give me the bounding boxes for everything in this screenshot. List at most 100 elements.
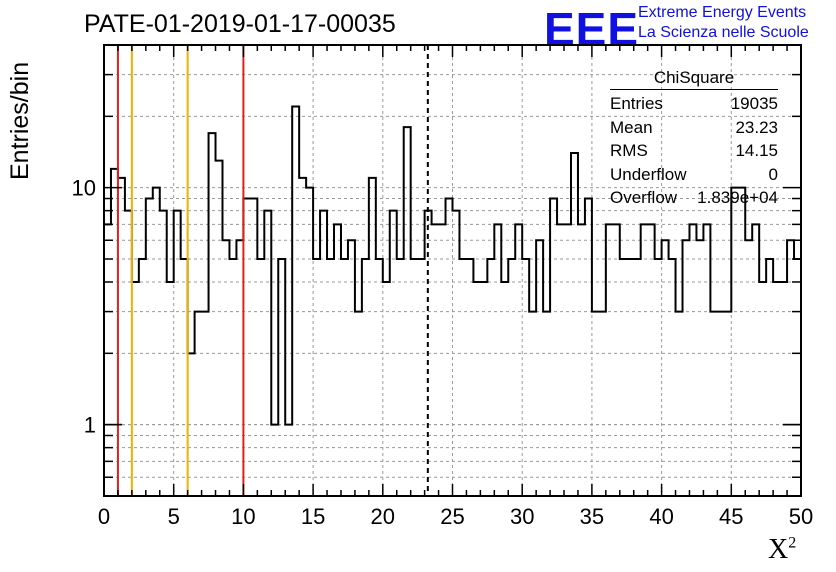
logo-line-1: Extreme Energy Events [638,4,807,21]
stats-value: 0 [768,164,778,184]
stats-row-overflow: Overflow 1.839e+04 [610,186,778,210]
histogram-bin [515,224,522,496]
histogram-bin [731,188,738,496]
histogram-bin [383,282,390,496]
histogram-bin [418,259,425,496]
histogram-bin [125,211,132,496]
stats-value: 14.15 [735,141,778,160]
stats-value: 23.23 [735,117,778,137]
histogram-bin [355,312,362,496]
histogram-bin [745,240,752,496]
histogram-bin [543,312,550,496]
histogram-bin [494,224,501,496]
histogram-bin [327,259,334,496]
histogram-bin [473,282,480,496]
histogram-bin [341,259,348,496]
x-tick-label: 0 [98,504,110,529]
histogram-bin [453,211,460,496]
histogram-bin [243,199,250,496]
histogram-bin [696,240,703,496]
histogram-bin [390,211,397,496]
histogram-bin [522,259,529,496]
histogram-bin [404,127,411,496]
x-tick-label: 10 [231,504,255,529]
histogram-bin [794,259,801,496]
histogram-bin [216,161,223,496]
y-tick-label: 10 [72,176,96,201]
histogram-bin [676,312,683,496]
histogram-bin [348,240,355,496]
histogram-bin [620,259,627,496]
stats-row-rms: RMS 14.15 [610,139,778,163]
x-axis-label-symbol: X [768,534,789,565]
histogram-bin [167,282,174,496]
histogram-bin [188,353,195,496]
histogram-bin [209,133,216,496]
histogram-bin [710,312,717,496]
histogram-bin [738,188,745,496]
histogram-bin [299,178,306,496]
histogram-bin [613,224,620,496]
histogram-bin [174,211,181,496]
stats-label: Overflow [610,188,678,207]
histogram-bin [683,240,690,496]
histogram-bin [376,259,383,496]
stats-label: Mean [610,117,653,137]
histogram-bin [146,199,153,496]
stats-label: Underflow [610,164,687,184]
histogram-bin [641,224,648,496]
histogram-bin [139,259,146,496]
histogram-bin [257,259,264,496]
histogram-bin [195,312,202,496]
stats-value: 1.839e+04 [697,188,778,207]
eee-logo: EEE [544,3,640,55]
histogram-bin [724,312,731,496]
histogram-series [104,105,801,426]
x-tick-label: 45 [719,504,743,529]
x-tick-label: 15 [301,504,325,529]
histogram-bin [501,282,508,496]
x-tick-label: 20 [371,504,395,529]
x-tick-label: 25 [440,504,464,529]
histogram-bin [752,224,759,496]
histogram-bin [104,224,111,496]
histogram-bin [536,240,543,496]
histogram-bin [508,259,515,496]
histogram-bin [285,425,292,496]
chart-title: PATE-01-2019-01-17-00035 [84,10,396,38]
y-tick-label: 1 [84,413,96,438]
histogram-bin [529,312,536,496]
histogram-bin [320,211,327,496]
histogram-bin [446,199,453,496]
histogram-bin [132,282,139,496]
histogram-bin [557,224,564,496]
histogram-bin [571,153,578,496]
x-tick-label: 40 [649,504,673,529]
histogram-bin [292,107,299,496]
histogram-bin [271,425,278,496]
x-tick-label: 5 [168,504,180,529]
histogram-bin [585,199,592,496]
stats-value: 19035 [730,94,778,113]
histogram-bin [773,282,780,496]
histogram-bin [313,259,320,496]
histogram-bin [480,282,487,496]
histogram-bin [564,224,571,496]
histogram-bin [634,259,641,496]
histogram-bin [306,188,313,496]
x-axis-label: X2 [768,534,796,566]
stats-row-underflow: Underflow 0 [610,163,778,187]
x-tick-label: 30 [510,504,534,529]
histogram-bin [250,199,257,496]
histogram-bin [411,259,418,496]
histogram-bin [717,312,724,496]
histogram-bin [703,224,710,496]
histogram-bin [787,240,794,496]
histogram-bin [264,211,271,496]
histogram-bin [766,259,773,496]
histogram-bin [278,259,285,496]
histogram-bin [362,259,369,496]
x-tick-label: 35 [580,504,604,529]
